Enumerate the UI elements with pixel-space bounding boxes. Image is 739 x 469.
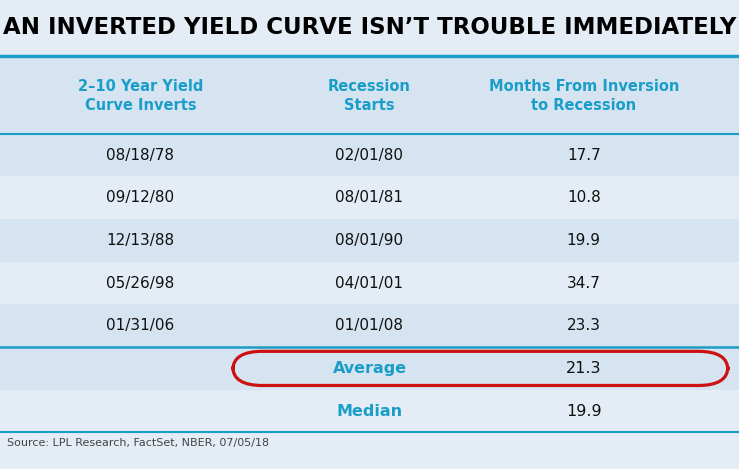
Text: Average: Average xyxy=(333,361,406,376)
Text: 17.7: 17.7 xyxy=(567,148,601,162)
Text: 23.3: 23.3 xyxy=(567,318,601,333)
FancyBboxPatch shape xyxy=(0,262,739,304)
Text: 19.9: 19.9 xyxy=(567,233,601,248)
Text: 10.8: 10.8 xyxy=(567,190,601,205)
Text: 2–10 Year Yield
Curve Inverts: 2–10 Year Yield Curve Inverts xyxy=(78,79,203,113)
FancyBboxPatch shape xyxy=(0,176,739,219)
Text: 01/31/06: 01/31/06 xyxy=(106,318,174,333)
FancyBboxPatch shape xyxy=(0,347,739,390)
Text: 08/01/81: 08/01/81 xyxy=(336,190,403,205)
Text: 05/26/98: 05/26/98 xyxy=(106,276,174,290)
FancyBboxPatch shape xyxy=(0,219,739,262)
Text: Source: LPL Research, FactSet, NBER, 07/05/18: Source: LPL Research, FactSet, NBER, 07/… xyxy=(7,438,270,448)
FancyBboxPatch shape xyxy=(0,59,739,134)
Text: 34.7: 34.7 xyxy=(567,276,601,290)
FancyBboxPatch shape xyxy=(0,304,739,347)
Text: AN INVERTED YIELD CURVE ISN’T TROUBLE IMMEDIATELY: AN INVERTED YIELD CURVE ISN’T TROUBLE IM… xyxy=(3,16,736,39)
Text: 02/01/80: 02/01/80 xyxy=(336,148,403,162)
Text: 09/12/80: 09/12/80 xyxy=(106,190,174,205)
FancyBboxPatch shape xyxy=(0,390,739,432)
Text: Recession
Starts: Recession Starts xyxy=(328,79,411,113)
Text: Months From Inversion
to Recession: Months From Inversion to Recession xyxy=(488,79,679,113)
Text: 08/01/90: 08/01/90 xyxy=(336,233,403,248)
Text: 12/13/88: 12/13/88 xyxy=(106,233,174,248)
Text: 19.9: 19.9 xyxy=(566,404,602,418)
Text: 21.3: 21.3 xyxy=(566,361,602,376)
Text: 08/18/78: 08/18/78 xyxy=(106,148,174,162)
FancyBboxPatch shape xyxy=(0,134,739,176)
Text: Median: Median xyxy=(336,404,403,418)
Text: 04/01/01: 04/01/01 xyxy=(336,276,403,290)
Text: 01/01/08: 01/01/08 xyxy=(336,318,403,333)
